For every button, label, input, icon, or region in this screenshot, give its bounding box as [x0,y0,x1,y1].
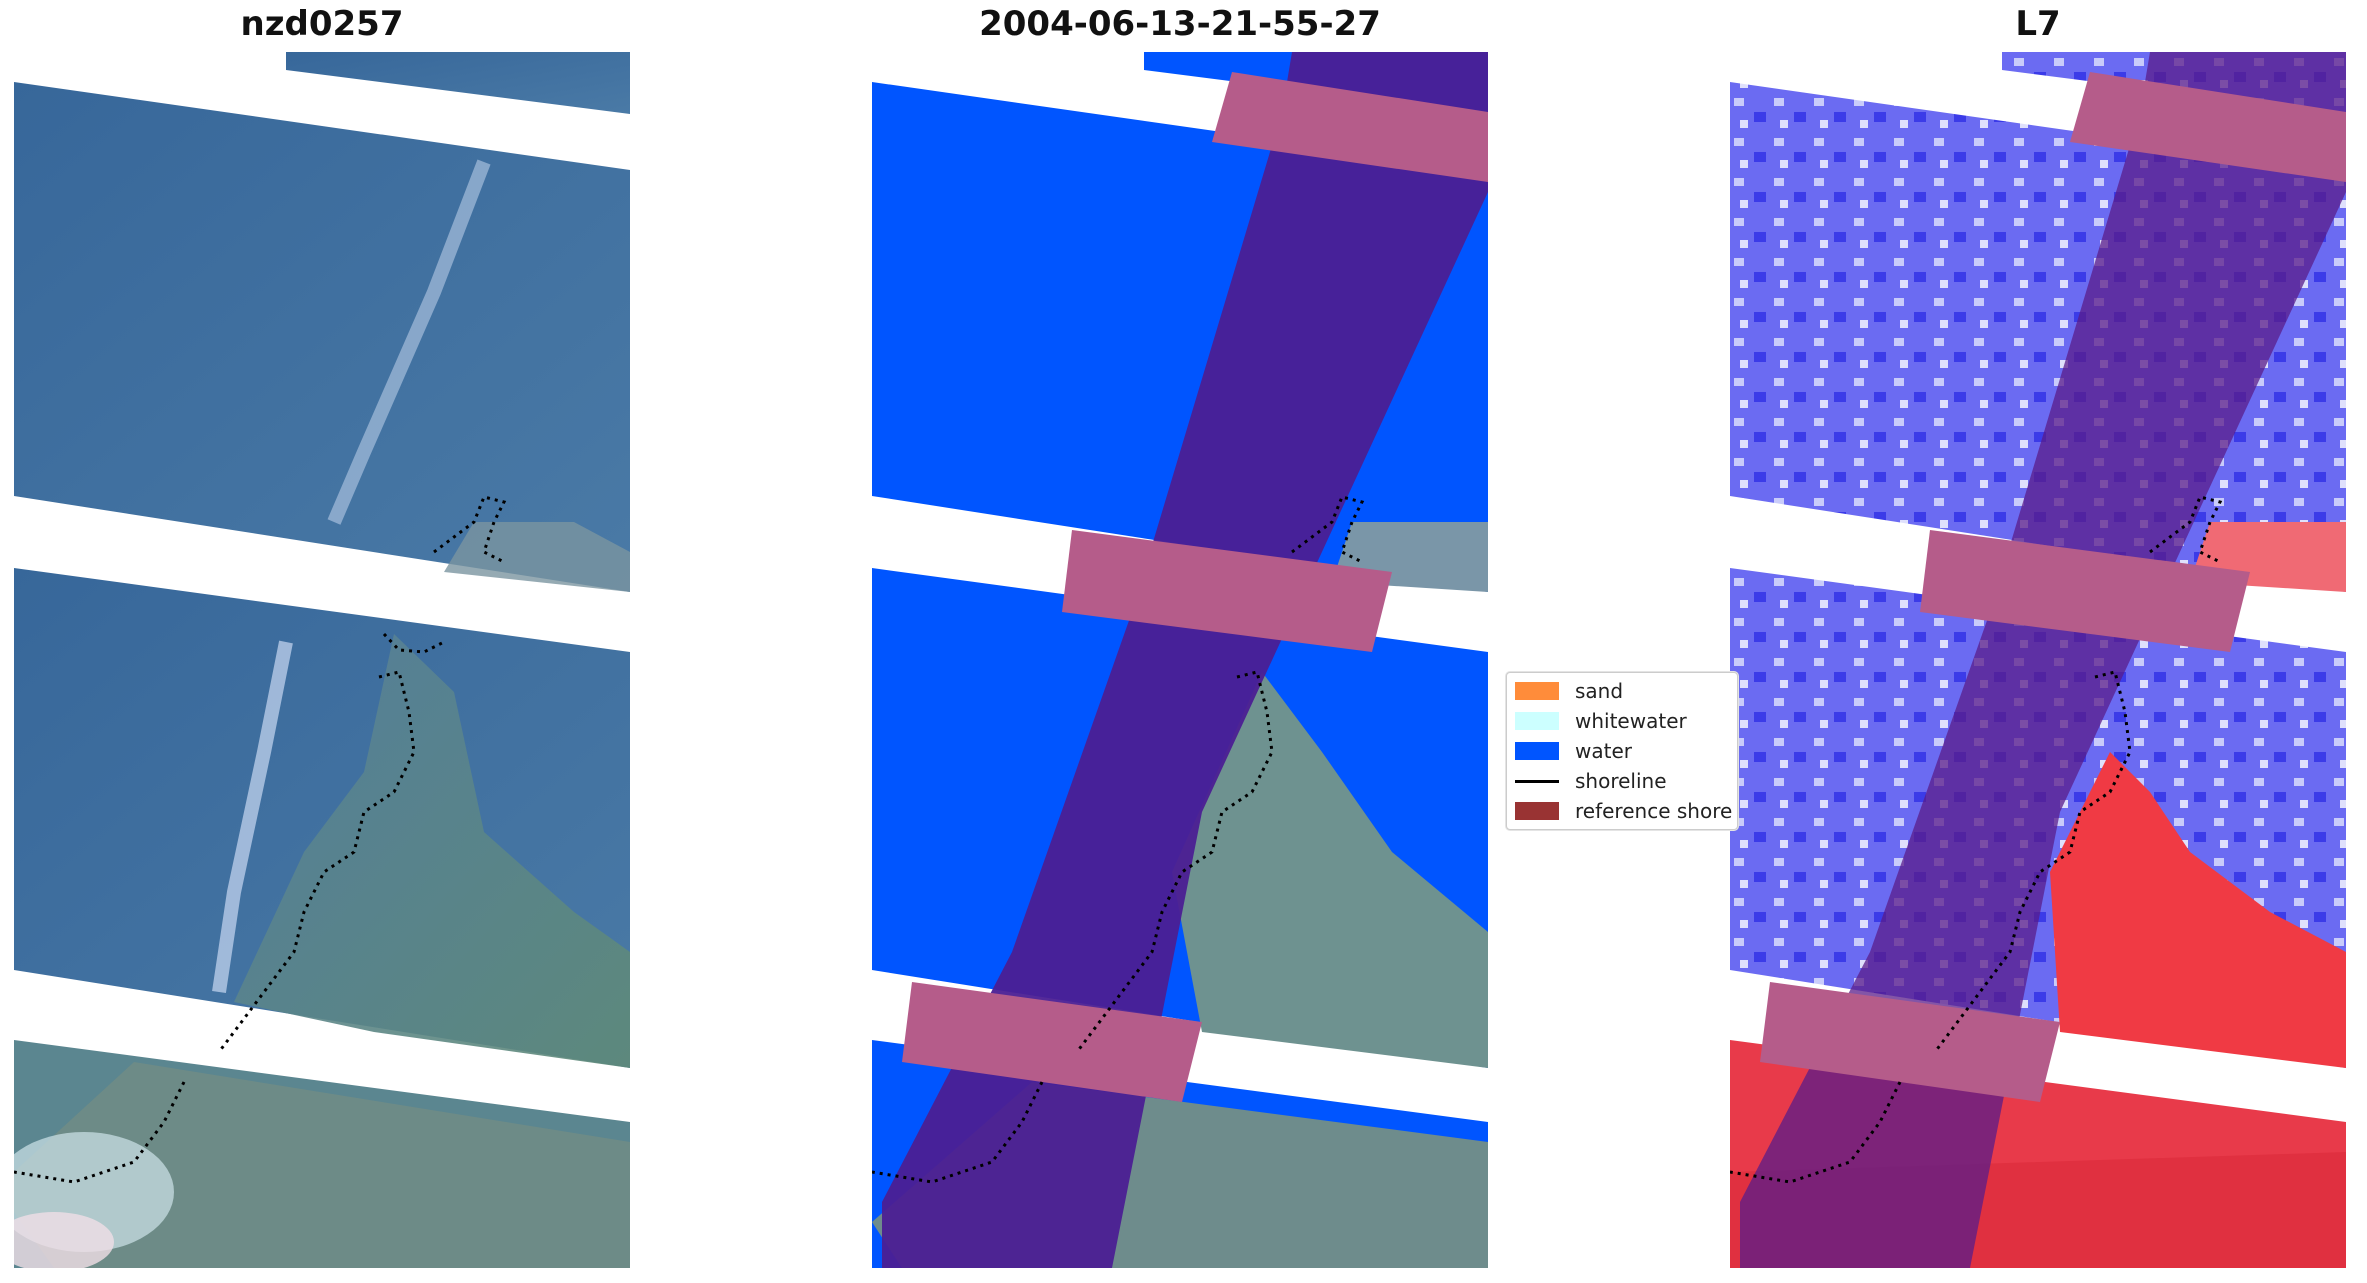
legend-item-whitewater: whitewater [1515,709,1687,733]
legend-swatch-sand [1515,682,1559,700]
reference-shoreline [433,495,507,564]
classified-image [872,52,1488,1268]
legend-item-water: water [1515,739,1632,763]
reference-buffer [882,52,1488,1268]
classified-image-panel [872,52,1488,1268]
cloud-streak [212,640,293,994]
legend-label-reference-shore: reference shore [1575,799,1733,823]
legend-swatch-reference-shore [1515,802,1559,820]
cloud-streak [327,159,491,525]
index-image-panel [1730,52,2346,1268]
panel-title-index: L7 [2015,4,2061,44]
land-area [1172,672,1488,1068]
legend-label-shoreline: shoreline [1575,769,1667,793]
whitewater-patch [14,1212,114,1268]
rgb-image-panel [14,52,630,1268]
panel-title-classified: 2004-06-13-21-55-27 [979,4,1381,44]
reference-shoreline [872,1081,1044,1184]
reference-buffer [1740,52,2346,1268]
reference-shoreline [1291,495,1365,564]
panel-title-rgb: nzd0257 [240,4,404,44]
image-strip [286,52,630,114]
rgb-image [14,52,630,1268]
buffer-overlap [1062,530,1392,652]
legend-item-shoreline: shoreline [1515,769,1667,793]
buffer-overlap [2070,72,2346,182]
reference-shoreline [1730,1081,1902,1184]
legend-swatch-water [1515,742,1559,760]
land-area [234,634,630,1068]
buffer-overlap [1212,72,1488,182]
legend-label-water: water [1575,739,1632,763]
legend-item-reference-shore: reference shore [1515,799,1732,823]
legend-label-sand: sand [1575,679,1624,703]
legend: sand whitewater water shoreline referenc… [1506,672,1738,830]
image-strip [14,82,630,592]
reference-shoreline [382,632,445,654]
land-index [2050,752,2346,1068]
index-image [1730,52,2346,1268]
buffer-overlap [1920,530,2250,652]
legend-item-sand: sand [1515,679,1623,703]
reference-shoreline [14,1081,186,1184]
legend-label-whitewater: whitewater [1575,709,1687,733]
land-area [14,1062,630,1268]
land-area [444,522,630,592]
buffer-overlap [902,982,1202,1102]
reference-shoreline [2149,495,2223,564]
legend-line-shoreline [1515,779,1559,783]
buffer-overlap [1760,982,2060,1102]
legend-swatch-whitewater [1515,712,1559,730]
